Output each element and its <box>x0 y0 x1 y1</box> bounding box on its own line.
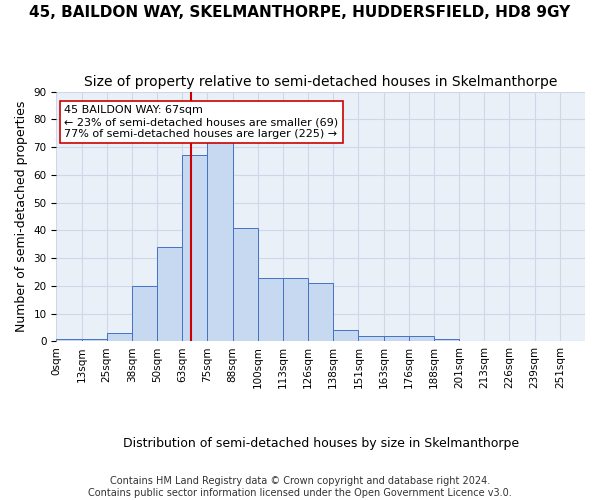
Bar <box>283 278 308 342</box>
Bar <box>208 136 233 342</box>
Bar <box>358 336 383 342</box>
Bar <box>434 338 459 342</box>
Bar <box>107 333 132 342</box>
Title: Size of property relative to semi-detached houses in Skelmanthorpe: Size of property relative to semi-detach… <box>84 75 557 89</box>
Bar <box>233 228 258 342</box>
Bar <box>258 278 283 342</box>
X-axis label: Distribution of semi-detached houses by size in Skelmanthorpe: Distribution of semi-detached houses by … <box>122 437 519 450</box>
Bar <box>82 338 107 342</box>
Bar <box>383 336 409 342</box>
Bar <box>333 330 358 342</box>
Y-axis label: Number of semi-detached properties: Number of semi-detached properties <box>15 101 28 332</box>
Bar <box>56 338 82 342</box>
Bar <box>182 156 208 342</box>
Bar <box>132 286 157 342</box>
Bar <box>409 336 434 342</box>
Text: 45, BAILDON WAY, SKELMANTHORPE, HUDDERSFIELD, HD8 9GY: 45, BAILDON WAY, SKELMANTHORPE, HUDDERSF… <box>29 5 571 20</box>
Text: Contains HM Land Registry data © Crown copyright and database right 2024.
Contai: Contains HM Land Registry data © Crown c… <box>88 476 512 498</box>
Bar <box>308 283 333 342</box>
Text: 45 BAILDON WAY: 67sqm
← 23% of semi-detached houses are smaller (69)
77% of semi: 45 BAILDON WAY: 67sqm ← 23% of semi-deta… <box>64 106 338 138</box>
Bar <box>157 247 182 342</box>
